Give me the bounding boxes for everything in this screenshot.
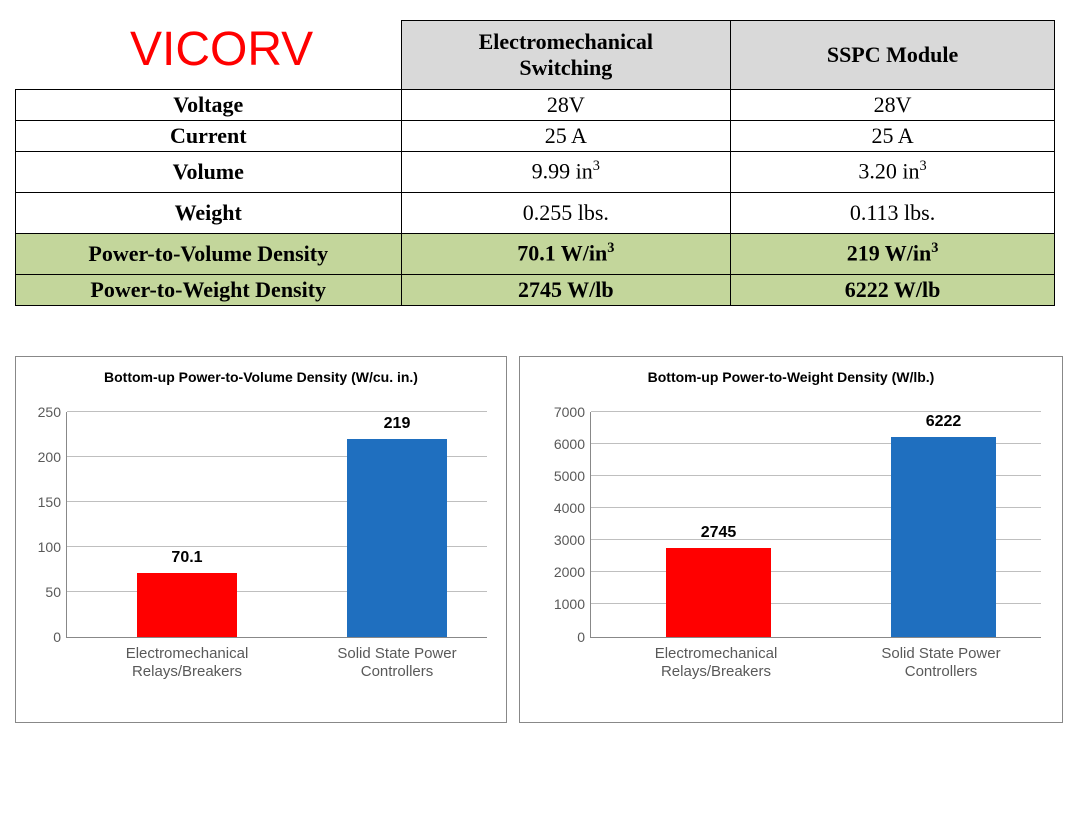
y-axis-label: 100	[38, 539, 61, 555]
chart-bar: 219	[347, 439, 447, 636]
bar-value-label: 2745	[666, 524, 771, 542]
category-label: ElectromechanicalRelays/Breakers	[621, 645, 811, 683]
row-label: Voltage	[16, 89, 402, 120]
cell-value: 3.20 in3	[731, 151, 1055, 192]
charts-row: Bottom-up Power-to-Volume Density (W/cu.…	[15, 356, 1065, 723]
y-axis-label: 0	[577, 629, 585, 645]
y-axis-label: 0	[53, 629, 61, 645]
bar-value-label: 219	[347, 415, 447, 433]
y-axis-label: 6000	[554, 436, 585, 452]
chart-plot: 05010015020025070.1ElectromechanicalRela…	[66, 412, 487, 638]
cell-value: 0.255 lbs.	[401, 192, 731, 233]
y-axis-label: 3000	[554, 532, 585, 548]
y-axis-label: 7000	[554, 404, 585, 420]
category-label: Solid State PowerControllers	[307, 645, 487, 683]
cell-value: 219 W/in3	[731, 233, 1055, 274]
y-axis-label: 200	[38, 449, 61, 465]
cell-value: 6222 W/lb	[731, 274, 1055, 305]
y-axis-label: 150	[38, 494, 61, 510]
bar-value-label: 70.1	[137, 549, 237, 567]
gridline	[591, 411, 1041, 412]
col-header-2: SSPC Module	[731, 21, 1055, 90]
chart-bar: 70.1	[137, 573, 237, 636]
brand-logo: VICORV	[130, 22, 313, 77]
y-axis-label: 4000	[554, 500, 585, 516]
y-axis-label: 2000	[554, 564, 585, 580]
cell-value: 28V	[731, 89, 1055, 120]
col-header-1: ElectromechanicalSwitching	[401, 21, 731, 90]
row-label: Power-to-Volume Density	[16, 233, 402, 274]
y-axis-label: 5000	[554, 468, 585, 484]
chart-weight-density: Bottom-up Power-to-Weight Density (W/lb.…	[519, 356, 1063, 723]
y-axis-label: 1000	[554, 596, 585, 612]
row-label: Volume	[16, 151, 402, 192]
row-label: Power-to-Weight Density	[16, 274, 402, 305]
category-label: ElectromechanicalRelays/Breakers	[97, 645, 277, 683]
y-axis-label: 250	[38, 404, 61, 420]
chart-volume-density: Bottom-up Power-to-Volume Density (W/cu.…	[15, 356, 507, 723]
cell-value: 25 A	[731, 120, 1055, 151]
chart-bar: 2745	[666, 548, 771, 636]
cell-value: 9.99 in3	[401, 151, 731, 192]
bar-value-label: 6222	[891, 413, 996, 431]
gridline	[67, 411, 487, 412]
cell-value: 25 A	[401, 120, 731, 151]
row-label: Current	[16, 120, 402, 151]
y-axis-label: 50	[45, 584, 61, 600]
chart-bar: 6222	[891, 437, 996, 637]
cell-value: 28V	[401, 89, 731, 120]
chart-title: Bottom-up Power-to-Volume Density (W/cu.…	[16, 357, 506, 393]
chart-title: Bottom-up Power-to-Weight Density (W/lb.…	[520, 357, 1062, 393]
cell-value: 70.1 W/in3	[401, 233, 731, 274]
cell-value: 2745 W/lb	[401, 274, 731, 305]
category-label: Solid State PowerControllers	[846, 645, 1036, 683]
chart-plot: 010002000300040005000600070002745Electro…	[590, 412, 1041, 638]
cell-value: 0.113 lbs.	[731, 192, 1055, 233]
row-label: Weight	[16, 192, 402, 233]
